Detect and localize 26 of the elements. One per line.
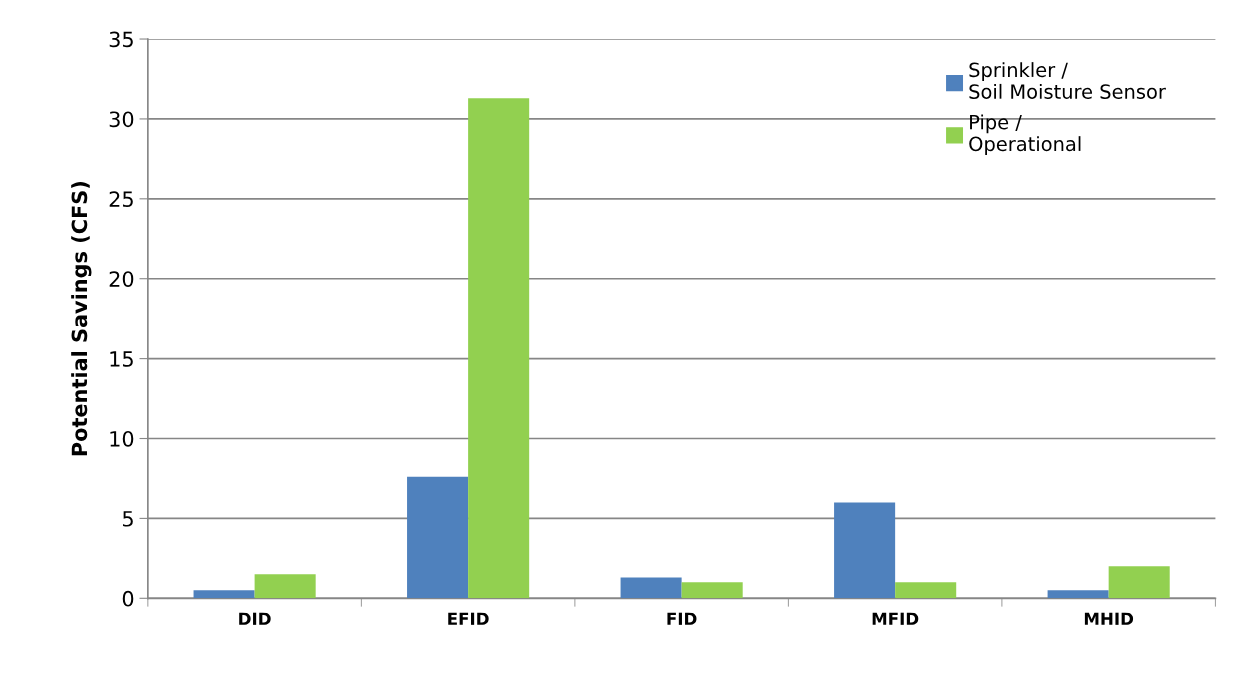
x-tick-label: FID <box>667 612 697 625</box>
bar <box>1108 566 1170 599</box>
bar <box>468 98 530 599</box>
bar <box>620 577 682 599</box>
y-tick-label: 35 <box>109 31 133 48</box>
y-tick-label: 20 <box>109 271 134 287</box>
bar <box>193 590 255 599</box>
bar <box>681 582 743 599</box>
y-tick-label: 10 <box>110 430 134 447</box>
y-tick-label: 15 <box>110 351 133 367</box>
bar <box>895 582 957 599</box>
y-tick-label: 0 <box>122 590 134 607</box>
x-tick-label: DID <box>239 612 271 625</box>
y-tick-label: 25 <box>109 191 133 208</box>
legend-label: Sprinkler / Soil Moisture Sensor <box>969 62 1166 99</box>
bar <box>254 574 316 599</box>
legend-label: Pipe / Operational <box>969 114 1081 155</box>
bar <box>834 502 896 599</box>
x-tick-label: MFID <box>872 612 919 625</box>
bar <box>1047 590 1109 599</box>
x-tick-label: MHID <box>1084 612 1134 625</box>
y-axis-title: Potential Savings (CFS) <box>71 182 92 456</box>
x-tick-label: EFID <box>448 612 489 625</box>
bar <box>407 476 469 599</box>
y-tick-label: 30 <box>109 111 134 128</box>
y-tick-label: 5 <box>123 511 133 527</box>
